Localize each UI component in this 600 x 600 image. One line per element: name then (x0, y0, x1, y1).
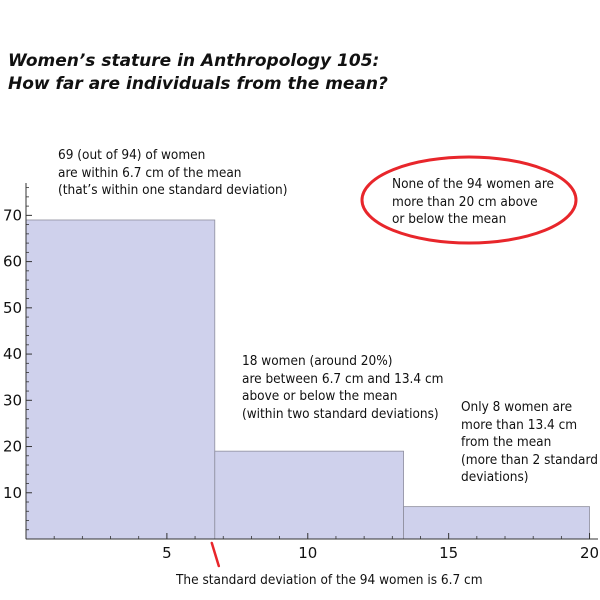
annotation-beyond-two-sd: Only 8 women are more than 13.4 cm from … (461, 399, 598, 487)
y-tick-label: 60 (3, 253, 22, 271)
std-marker (210, 541, 221, 568)
annotation-line: from the mean (461, 434, 552, 450)
title-line: Women’s stature in Anthropology 105: (8, 51, 380, 71)
annotation-line: (that’s within one standard deviation) (58, 182, 288, 198)
chart-title: Women’s stature in Anthropology 105: How… (8, 50, 388, 96)
annotation-within-two-sd: 18 women (around 20%) are between 6.7 cm… (242, 353, 444, 423)
annotation-line: (more than 2 standard (461, 451, 598, 468)
annotation-none-beyond-20: None of the 94 women are more than 20 cm… (392, 176, 554, 229)
std-footnote: The standard deviation of the 94 women i… (176, 572, 483, 588)
y-tick-label: 10 (3, 484, 22, 502)
annotation-line: Only 8 women are (461, 399, 573, 415)
annotation-line: 18 women (around 20%) (242, 353, 393, 369)
histogram-bar (403, 506, 590, 540)
annotation-line: or below the mean (392, 211, 507, 227)
annotation-line: 69 (out of 94) of women (58, 147, 206, 163)
annotation-line: None of the 94 women are (392, 176, 555, 192)
x-tick-label: 15 (439, 544, 458, 562)
title-line: How far are individuals from the mean? (8, 74, 388, 94)
x-tick-label: 10 (298, 544, 317, 562)
annotation-line: more than 20 cm above (392, 193, 538, 210)
histogram-bar (25, 219, 216, 540)
annotation-line: more than 13.4 cm (461, 416, 578, 433)
x-tick-label: 5 (162, 544, 172, 562)
y-tick-label: 70 (3, 206, 22, 224)
annotation-line: are within 6.7 cm of the mean (58, 164, 242, 181)
x-tick-label: 20 (580, 544, 599, 562)
histogram-bar (214, 450, 404, 540)
annotation-line: deviations) (461, 469, 529, 485)
y-tick-label: 30 (3, 391, 22, 409)
y-tick-label: 50 (3, 299, 22, 317)
y-tick-label: 40 (3, 345, 22, 363)
y-tick-label: 20 (3, 438, 22, 456)
annotation-line: (within two standard deviations) (242, 405, 439, 422)
highlight-ellipse (360, 155, 578, 245)
annotation-line: are between 6.7 cm and 13.4 cm (242, 370, 444, 387)
annotation-within-one-sd: 69 (out of 94) of women are within 6.7 c… (58, 147, 288, 200)
annotation-line: above or below the mean (242, 388, 398, 404)
